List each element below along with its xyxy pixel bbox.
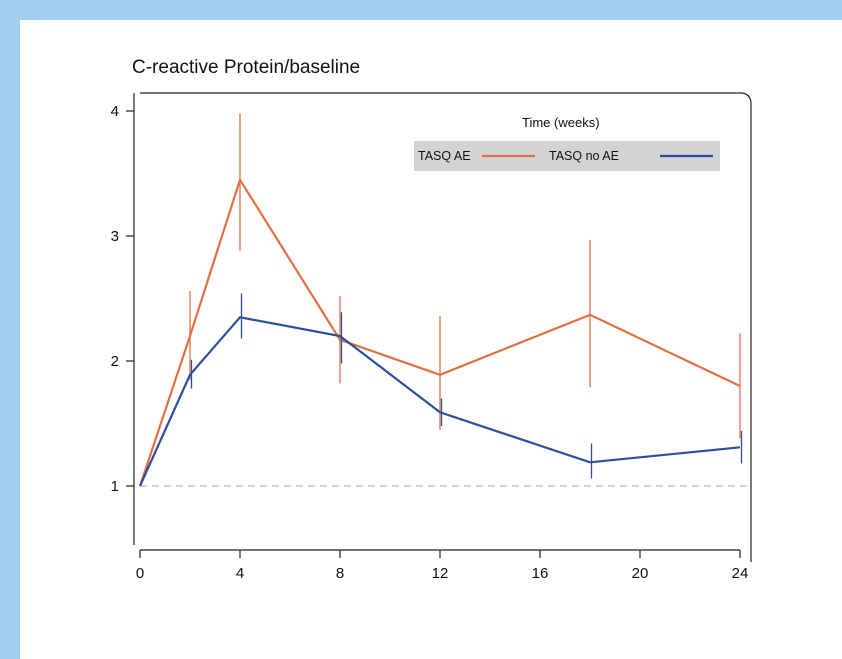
y-tick-label: 1 [111, 478, 119, 495]
plot-border [140, 92, 752, 562]
x-tick-label: 16 [532, 565, 549, 582]
y-tick-label: 3 [111, 228, 119, 245]
plot-area [138, 113, 751, 487]
legend-label-tasq-ae: TASQ AE [418, 149, 471, 163]
x-tick-label: 12 [432, 565, 449, 582]
y-tick-label: 2 [111, 353, 119, 370]
x-tick-label: 8 [336, 565, 344, 582]
series-tasq-no-ae [138, 293, 743, 487]
legend: Time (weeks) TASQ AE TASQ no AE [414, 115, 720, 171]
x-tick-label: 24 [732, 565, 749, 582]
x-tick-label: 20 [632, 565, 649, 582]
legend-title: Time (weeks) [522, 115, 600, 130]
x-tick-label: 0 [136, 565, 144, 582]
figure-panel: C-reactive Protein/baseline 1 2 3 4 0 4 8 12 16 2… [20, 20, 842, 659]
x-tick-label: 4 [236, 565, 244, 582]
legend-label-tasq-no-ae: TASQ no AE [549, 149, 619, 163]
y-tick-label: 4 [111, 103, 119, 120]
series-tasq-ae [138, 113, 741, 487]
chart-title: C-reactive Protein/baseline [132, 57, 360, 78]
